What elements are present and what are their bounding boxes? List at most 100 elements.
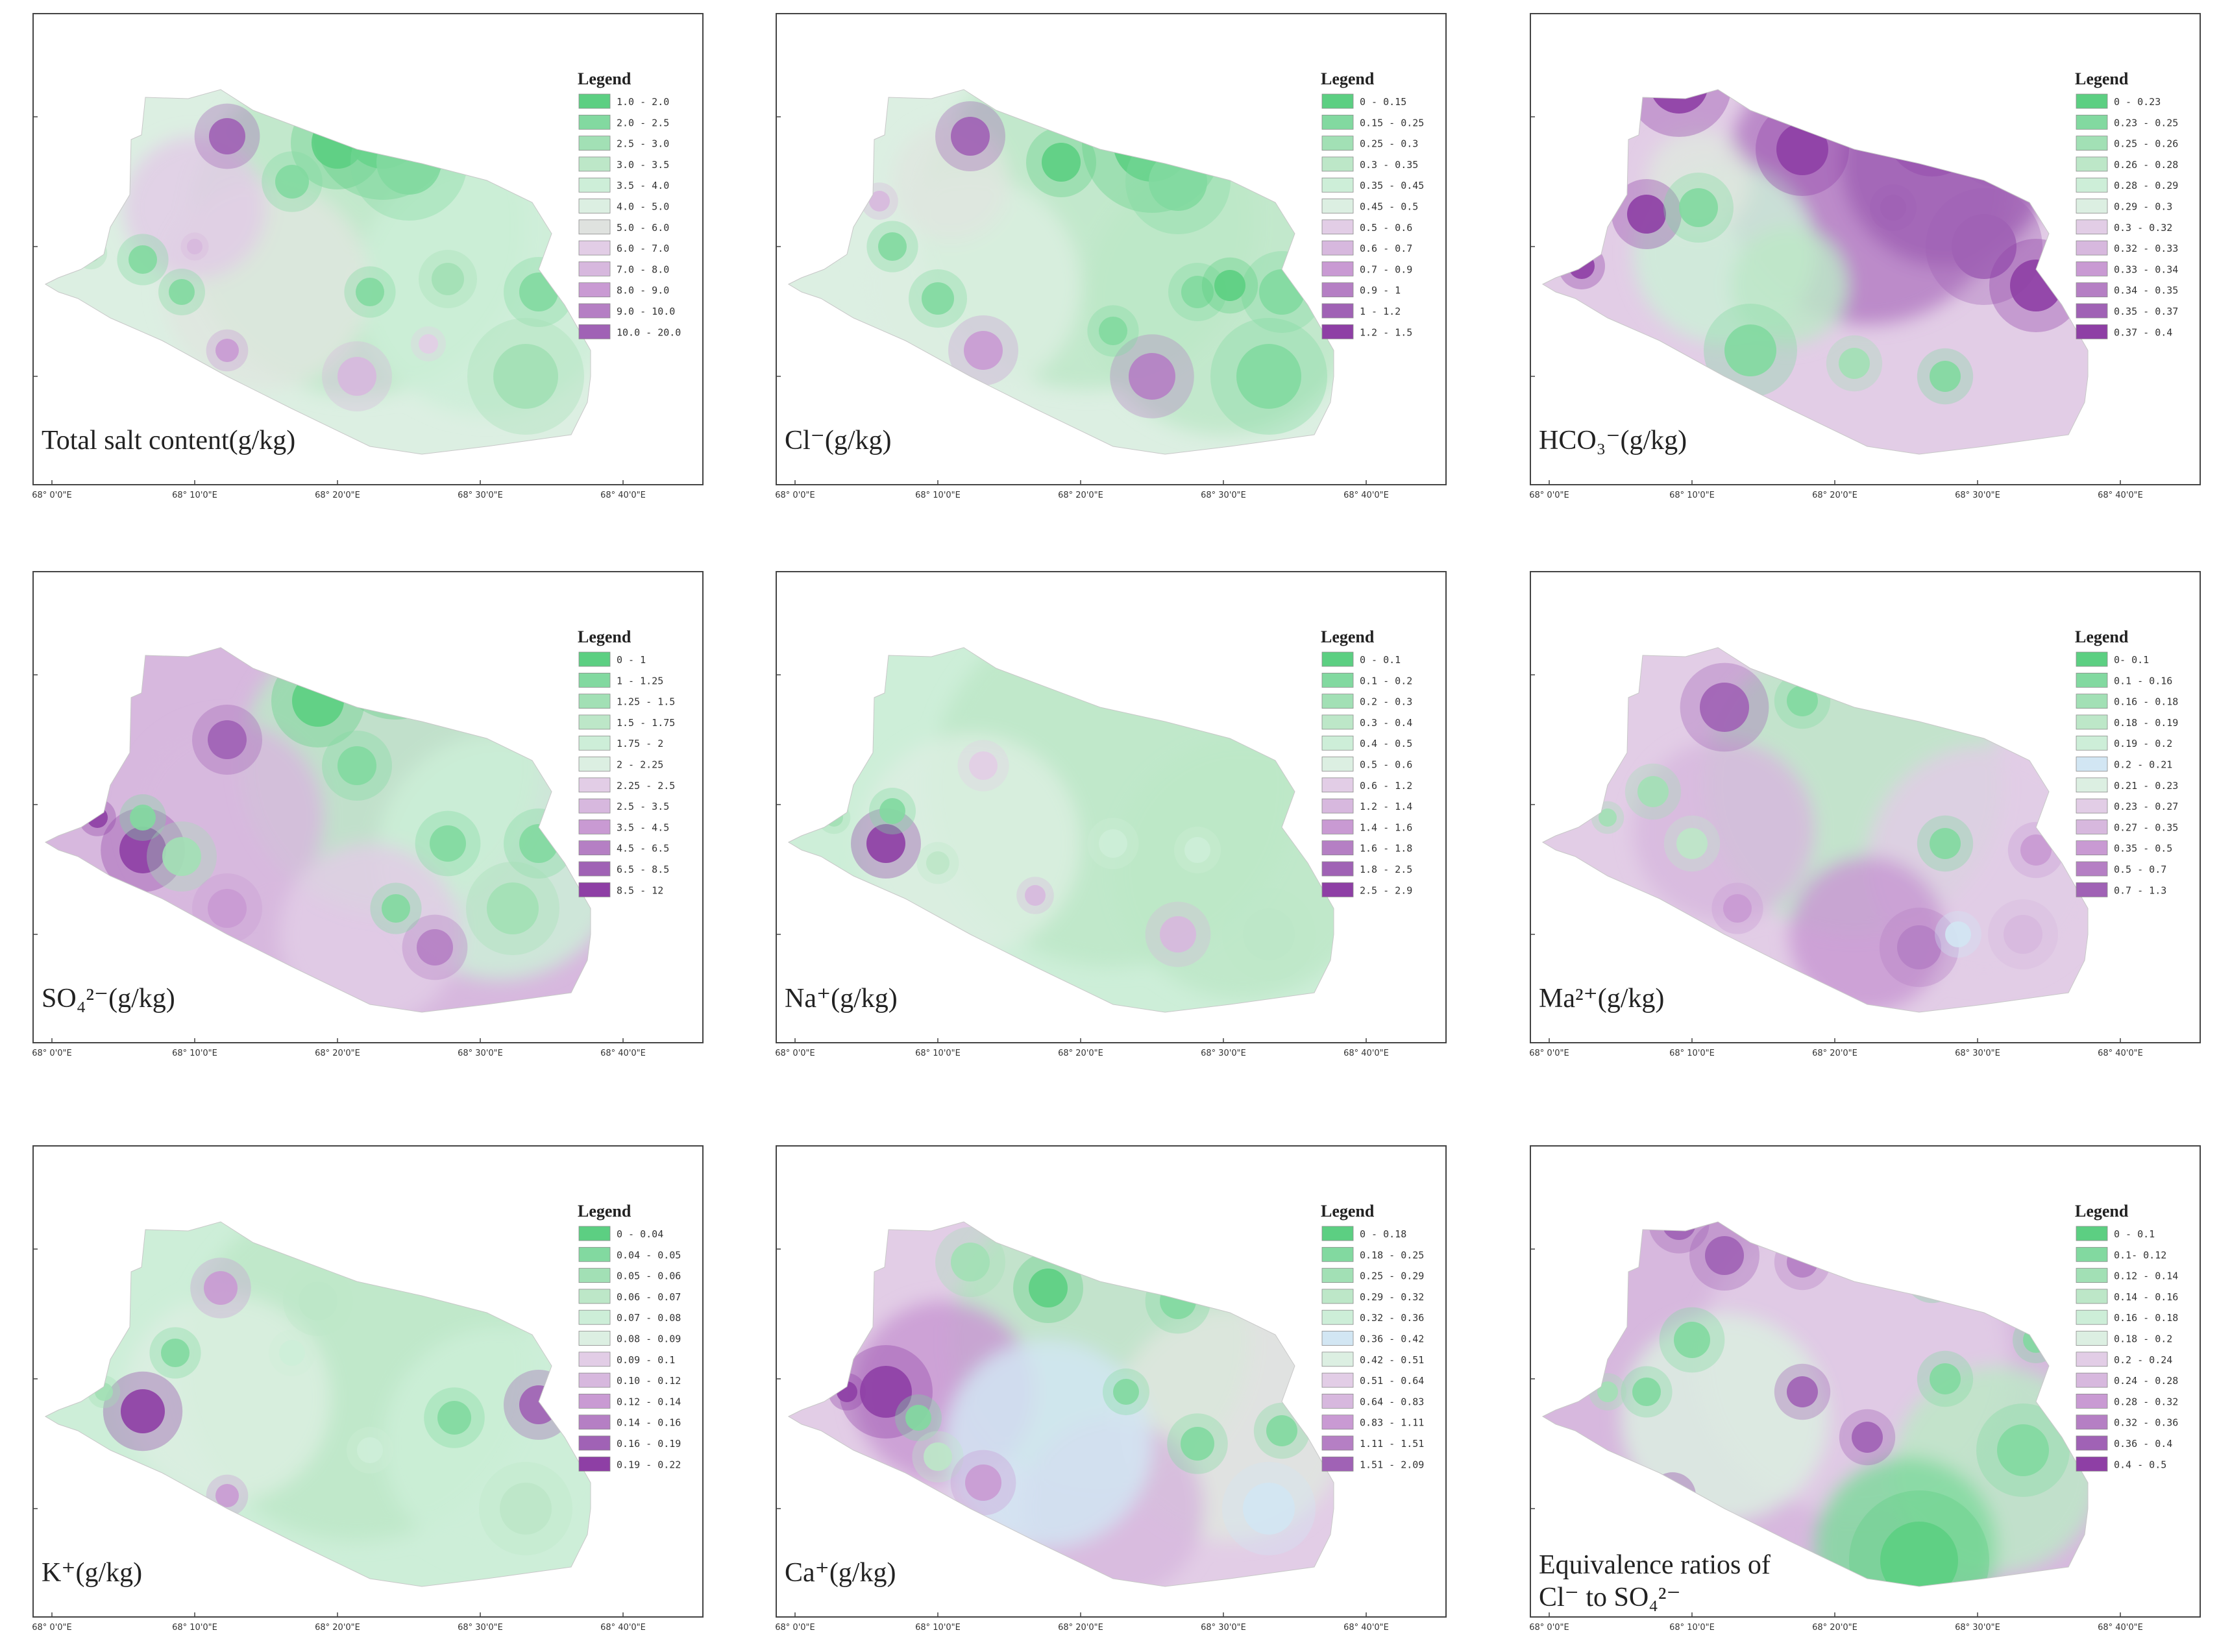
map-panel-mg: 41° 0'0"N40° 50'0"N40° 40'0"NLegend0- 0.… — [1529, 571, 2201, 1058]
legend-label: 6.0 - 7.0 — [617, 243, 669, 254]
legend-label: 0.32 - 0.36 — [2114, 1417, 2178, 1429]
legend-swatch — [2076, 324, 2108, 339]
surface-spot — [208, 889, 247, 928]
surface-spot — [500, 1483, 552, 1535]
legend-swatch — [1321, 1268, 1354, 1283]
legend-swatch — [2076, 714, 2108, 730]
legend: Legend 0 - 0.1 0.1 - 0.2 0.2 - 0.3 0.3 - 0.4… — [1321, 627, 1412, 897]
x-tick-label: 68° 20'0"E — [1058, 491, 1103, 500]
legend-label: 0.19 - 0.22 — [617, 1459, 681, 1470]
legend-label: 0.2 - 0.24 — [2114, 1354, 2172, 1366]
surface-spot — [382, 894, 410, 923]
map-panel-cl-so4-ratio: 41° 0'0"N40° 50'0"N40° 40'0"NLegend0 - 0… — [1529, 1145, 2201, 1633]
map-title: Ca⁺(g/kg) — [785, 1558, 896, 1588]
legend-label: 0.18 - 0.25 — [1360, 1249, 1424, 1261]
surface-spot — [951, 117, 990, 156]
map-svg: 41° 0'0"N40° 50'0"N40° 40'0"NLegend0- 0.… — [1530, 571, 2201, 1043]
surface-spot — [1997, 1424, 2049, 1476]
legend-label: 3.5 - 4.5 — [617, 821, 669, 833]
x-tick-label: 68° 10'0"E — [1669, 1623, 1715, 1633]
legend-swatch — [2076, 882, 2108, 897]
x-tick-label: 68° 30'0"E — [1955, 1049, 2000, 1058]
legend-swatch — [2076, 798, 2108, 814]
x-tick-label: 68° 40'0"E — [2098, 491, 2143, 500]
legend-swatch — [1321, 114, 1354, 130]
x-tick-label: 68° 40'0"E — [1343, 491, 1389, 500]
surface-spot — [419, 334, 438, 354]
legend-label: 0.18 - 0.2 — [2114, 1333, 2172, 1345]
surface-spot — [1214, 270, 1245, 301]
legend-label: 0.34 - 0.35 — [2114, 285, 2178, 297]
legend-label: 0.32 - 0.33 — [2114, 243, 2178, 254]
legend-swatch — [2076, 261, 2108, 276]
legend-label: 0.2 - 0.21 — [2114, 759, 2172, 771]
legend-swatch — [2076, 1372, 2108, 1388]
surface-spot — [1029, 1269, 1068, 1307]
legend-swatch — [1321, 1246, 1354, 1262]
legend: Legend 0 - 0.18 0.18 - 0.25 0.25 - 0.29 0.29… — [1321, 1202, 1424, 1472]
legend-swatch — [2076, 1289, 2108, 1304]
legend-label: 1.25 - 1.5 — [617, 696, 675, 708]
legend-label: 0.26 - 0.28 — [2114, 159, 2178, 171]
region-outline — [44, 1221, 591, 1587]
map-svg: 41° 0'0"N40° 50'0"N40° 40'0"NLegend1.0 -… — [32, 13, 704, 485]
x-tick-label: 68° 0'0"E — [1529, 1049, 1569, 1058]
legend-label: 0.25 - 0.3 — [1360, 138, 1418, 150]
legend-label: 1.2 - 1.5 — [1360, 326, 1412, 338]
x-tick-label: 68° 20'0"E — [1812, 1623, 1857, 1633]
surface-spot — [1676, 828, 1708, 859]
legend-label: 9.0 - 10.0 — [617, 306, 675, 317]
legend-swatch — [2076, 1456, 2108, 1472]
legend-swatch — [578, 282, 611, 298]
legend-label: 0.4 - 0.5 — [1360, 738, 1412, 749]
legend-label: 0.09 - 0.1 — [617, 1354, 675, 1366]
legend-label: 2.5 - 3.5 — [617, 801, 669, 812]
legend-title: Legend — [578, 627, 631, 646]
surface-spot — [437, 1401, 471, 1435]
surface-spot — [965, 1464, 1001, 1501]
legend-swatch — [1321, 694, 1354, 709]
legend-swatch — [2076, 1352, 2108, 1367]
legend-swatch — [2076, 136, 2108, 151]
surface-spot — [130, 805, 156, 831]
map-svg: 41° 0'0"N40° 50'0"N40° 40'0"NLegend0 - 0… — [776, 571, 1447, 1043]
legend-swatch — [578, 324, 611, 339]
surface-spot — [487, 882, 539, 934]
legend: Legend 0 - 0.1 0.1- 0.12 0.12 - 0.14 0.14 - … — [2075, 1202, 2178, 1472]
legend-label: 7.0 - 8.0 — [617, 263, 669, 275]
legend-swatch — [578, 1289, 611, 1304]
surface-spot — [204, 1271, 238, 1305]
surface-spot — [208, 720, 247, 759]
legend-label: 1.8 - 2.5 — [1360, 864, 1412, 875]
surface-zone — [944, 1340, 1152, 1548]
legend-swatch — [2076, 777, 2108, 793]
legend-label: 0.1 - 0.16 — [2114, 675, 2172, 686]
legend-swatch — [578, 1268, 611, 1283]
surface-spot — [121, 1389, 165, 1433]
surface-spot — [1160, 916, 1196, 953]
legend-label: 0 - 0.1 — [1360, 654, 1401, 666]
legend-label: 0- 0.1 — [2114, 654, 2149, 666]
x-tick-label: 68° 30'0"E — [458, 1623, 503, 1633]
surface-spot — [162, 837, 201, 876]
surface-spot — [1243, 1483, 1295, 1535]
legend-label: 0.33 - 0.34 — [2114, 263, 2178, 275]
surface-spot — [161, 1339, 190, 1367]
x-tick-label: 68° 40'0"E — [1343, 1623, 1389, 1633]
legend-swatch — [578, 819, 611, 834]
surface-spot — [215, 339, 239, 362]
legend-title: Legend — [2075, 1202, 2129, 1221]
legend-label: 0.83 - 1.11 — [1360, 1417, 1424, 1429]
legend-label: 2.5 - 3.0 — [617, 138, 669, 150]
legend-swatch — [2076, 199, 2108, 213]
legend-label: 0.36 - 0.4 — [2114, 1438, 2172, 1450]
legend-swatch — [1321, 651, 1354, 667]
legend-title: Legend — [2075, 627, 2129, 646]
legend-label: 0.45 - 0.5 — [1360, 201, 1418, 213]
legend-label: 1 - 1.25 — [617, 675, 663, 686]
region-outline — [44, 647, 591, 1013]
legend-label: 2 - 2.25 — [617, 759, 663, 771]
legend-label: 0 - 0.18 — [1360, 1228, 1406, 1240]
legend-swatch — [578, 672, 611, 688]
surface-zone — [1634, 740, 1815, 921]
